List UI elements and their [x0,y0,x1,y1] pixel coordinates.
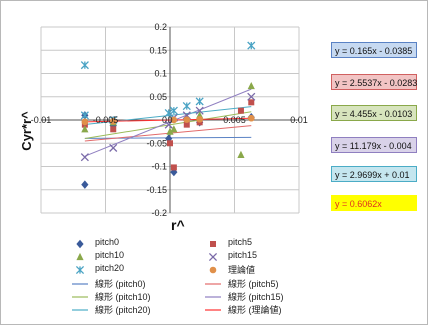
point-pitch5 [170,164,177,171]
legend-marker [205,309,221,311]
x-axis-label: r^ [171,217,185,233]
point-pitch20 [80,61,89,70]
point-pitch15 [195,106,204,115]
x-tick-label: 0 [167,115,172,125]
legend-marker [72,309,88,311]
point-pitch5 [248,99,255,106]
y-axis-label: Cyr*r^ [19,111,34,151]
legend-item-label: 線形 (pitch0) [95,279,146,289]
legend-marker [72,283,88,285]
point-pitch5 [237,107,244,114]
x-tick-label: -0.005 [93,115,119,125]
y-tick-label: -0.1 [151,162,167,172]
trend-equation-label: y = 11.179x - 0.004 [331,137,417,153]
legend-marker [205,283,221,285]
y-tick-label: 0.15 [149,45,167,55]
point-pitch20 [182,101,191,111]
legend-marker [75,265,85,275]
data-points [80,41,256,189]
tick-labels: -0.01 -0.005 0 0.005 0.01 0.2 0.15 0.1 0.05 0 -0.0… [31,22,308,218]
point-pitch20 [164,108,173,118]
trend-equation-label: y = 2.9699x + 0.01 [331,166,417,182]
legend-symbol [76,252,84,261]
legend-marker [205,296,221,298]
point-pitch15 [109,143,118,152]
legend-item-label: 線形 (pitch20) [95,305,151,315]
legend-marker [209,266,217,274]
legend-symbol [210,241,216,247]
legend-symbol [75,265,85,275]
point-pitch10 [237,150,245,158]
point-理論値 [109,117,117,125]
legend-item-label: 線形 (pitch10) [95,292,151,302]
trend-equation-label: y = 4.455x - 0.0103 [331,105,417,121]
x-tick-label: 0.005 [223,115,246,125]
point-pitch10 [166,127,174,135]
legend-item-label: pitch5 [228,237,253,247]
point-pitch10 [81,125,89,133]
point-理論値 [183,116,191,123]
point-pitch20 [80,111,89,120]
y-tick-label: 0 [162,115,167,125]
point-pitch20 [195,97,204,106]
legend-symbol [209,266,217,274]
point-pitch20 [247,41,256,50]
legend-item-label: 線形 (pitch5) [228,279,279,289]
legend-item-label: 理論値 [228,265,256,275]
point-理論値 [196,116,203,123]
legend-item-label: pitch10 [95,250,125,260]
point-理論値 [170,116,178,124]
legend-item-label: pitch15 [228,250,258,260]
legend-item-label: pitch20 [95,263,125,273]
point-理論値 [81,118,89,126]
y-tick-label: 0.05 [149,92,167,102]
point-pitch20 [169,106,178,115]
x-tick-label: 0.01 [290,115,308,125]
point-pitch15 [80,153,89,162]
trend-line [84,88,252,157]
legend-symbol [76,239,84,249]
y-tick-label: -0.15 [146,185,167,195]
point-pitch5 [110,126,117,133]
legend-item-label: 線形 (理論値) [228,305,282,315]
trend-equation-label: y = 0.165x - 0.0385 [331,42,417,58]
point-pitch0 [81,180,89,189]
point-pitch5 [183,121,190,128]
trend-equation-label: y = 2.5537x - 0.0283 [331,74,417,90]
point-pitch15 [164,120,173,129]
y-tick-label: 0.1 [154,69,167,79]
legend-marker [208,252,218,262]
x-tick-label: -0.01 [31,115,52,125]
point-pitch5 [167,140,173,147]
point-pitch15 [247,92,256,101]
legend-marker [76,252,84,261]
y-tick-label: -0.05 [146,138,167,148]
legend-item-label: pitch0 [95,237,120,247]
point-pitch10 [170,125,178,133]
legend-item-label: 線形 (pitch15) [228,292,284,302]
y-tick-label: 0.2 [154,22,167,32]
legend-marker [72,296,88,298]
point-pitch10 [247,81,255,90]
legend-marker [210,241,216,247]
legend-marker [76,239,84,249]
point-理論値 [247,114,255,122]
y-tick-label: -0.2 [151,208,167,218]
trend-equation-label: y = 0.6062x [331,195,417,211]
legend-symbol [208,252,218,262]
